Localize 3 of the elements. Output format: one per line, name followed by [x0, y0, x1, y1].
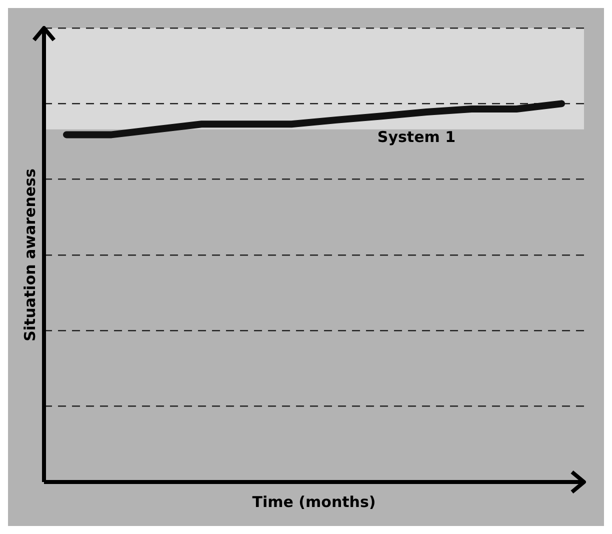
annotation: System 1 — [377, 128, 456, 146]
x-axis-title: Time (months) — [252, 492, 376, 511]
y-axis-title: Situation awareness — [20, 168, 39, 342]
